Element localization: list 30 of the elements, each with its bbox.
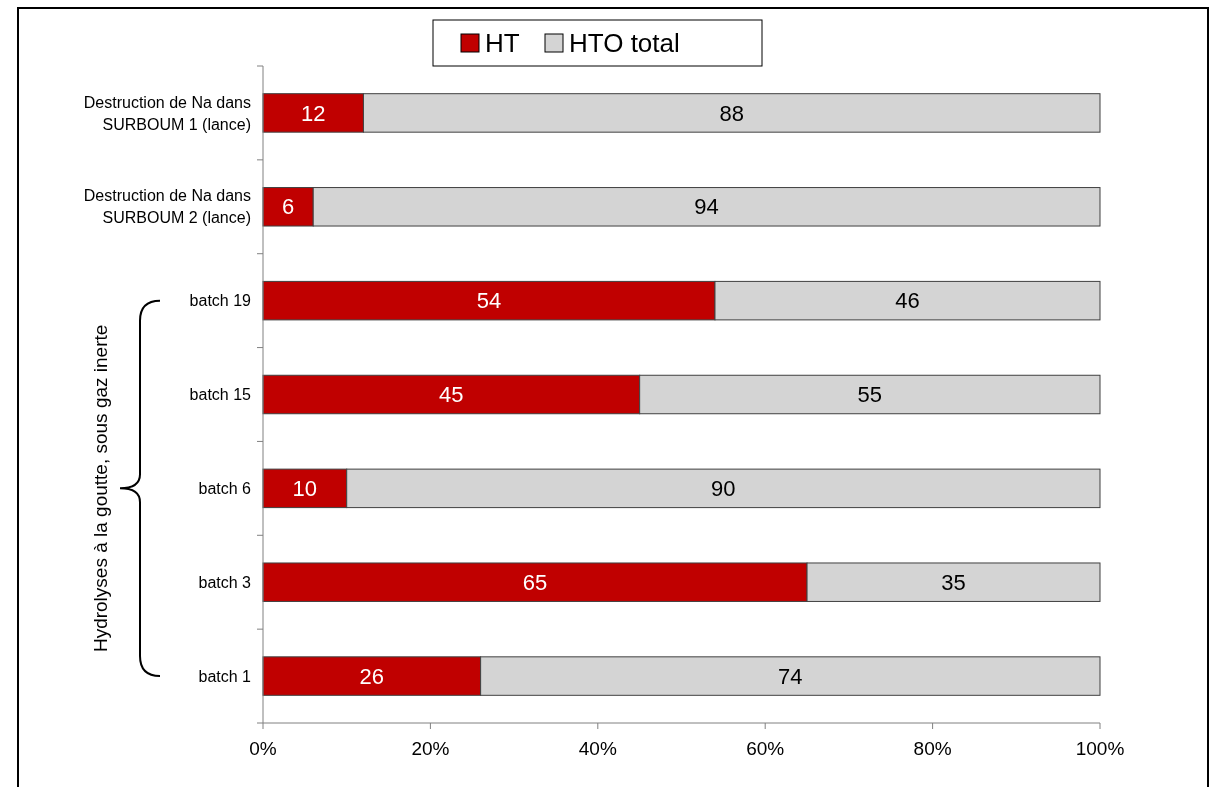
data-label: 6 [281,194,295,220]
data-label: 55 [857,382,883,408]
text: Hydrolyses à la goutte, sous gaz inerte [89,324,111,653]
x-tick-label: 80% [913,738,952,759]
data-label: 54 [476,288,502,314]
data-label: 94 [694,194,719,220]
x-tick-label: 20% [411,738,450,759]
data-label: 90 [711,476,736,502]
data-label: 12 [300,100,326,126]
x-tick-label: 40% [578,738,617,759]
legend-label: HT [485,28,520,59]
data-label: 88 [719,100,744,126]
data-label: 26 [359,663,385,689]
data-label: 45 [439,382,464,408]
y-tick-label: batch 1 [198,667,252,685]
y-tick-label: Destruction de Na dans SURBOUM 2 (lance) [83,187,251,227]
x-tick-label: 0% [249,738,277,759]
y-tick-label: batch 15 [189,386,252,404]
y-tick-label: batch 3 [198,573,252,591]
x-tick-label: 100% [1075,738,1125,759]
data-label: 74 [778,663,803,689]
y-tick-label: batch 6 [198,479,252,497]
y-tick-label: batch 19 [189,292,252,310]
y-tick-label: Destruction de Na dans SURBOUM 1 (lance) [83,93,251,133]
data-label: 46 [895,288,920,314]
data-label: 10 [292,476,318,502]
x-tick-label: 60% [746,738,785,759]
legend-label: HTO total [569,28,680,59]
data-label: 35 [941,569,966,595]
data-label: 65 [522,569,548,595]
